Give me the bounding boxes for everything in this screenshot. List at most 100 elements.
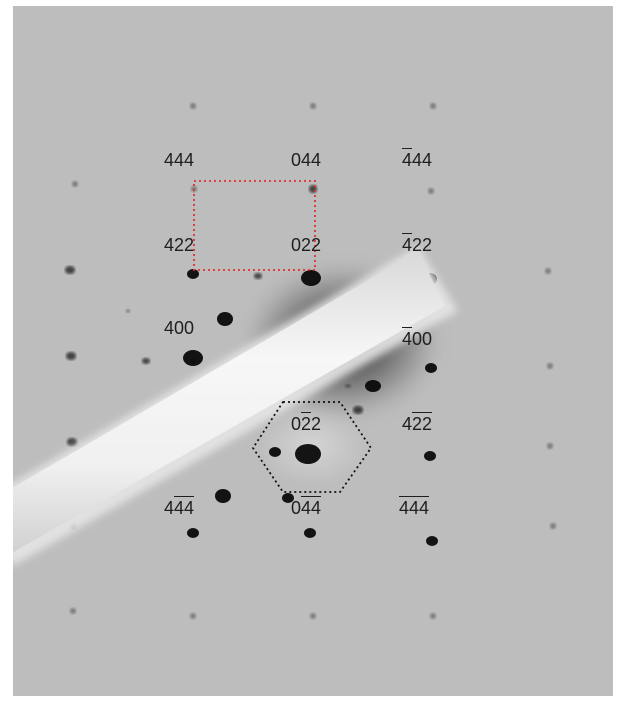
index-digits: 444: [164, 150, 194, 170]
index-digit-overbar: 4: [399, 496, 410, 518]
diffraction-spot: [217, 312, 233, 326]
index-digit: 0: [184, 318, 195, 338]
diffraction-spot: [310, 613, 316, 619]
diffraction-spot: [547, 363, 553, 369]
index-digits: 044: [291, 496, 322, 518]
index-digits: 422: [402, 233, 433, 255]
diffraction-spot: [66, 352, 76, 360]
index-digit-overbar: 2: [422, 412, 433, 434]
diffraction-spot: [547, 443, 553, 449]
diffraction-spot: [424, 451, 436, 461]
diffraction-spot: [301, 270, 321, 286]
index-digit: 4: [422, 150, 433, 170]
index-digit: 0: [174, 318, 185, 338]
diffraction-spot: [425, 363, 437, 373]
index-digit: 4: [184, 150, 195, 170]
index-digit: 2: [422, 235, 433, 255]
index-digit: 4: [164, 235, 175, 255]
index-digit-overbar: 4: [174, 496, 185, 518]
diffraction-spot: [545, 268, 551, 274]
label-4bar4bar4: 444: [164, 496, 195, 518]
diffraction-spot: [254, 273, 262, 279]
diffraction-spot: [353, 406, 363, 414]
index-digit: 0: [291, 150, 302, 170]
diffraction-pattern: 444 044 444 422 022 422 400 400 022 422 …: [13, 6, 613, 696]
diffraction-spot: [187, 269, 199, 279]
diffraction-spot: [67, 438, 77, 446]
index-digit: 2: [184, 235, 195, 255]
index-digit: 2: [311, 414, 322, 434]
diffraction-spot: [183, 350, 203, 366]
diffraction-spot: [304, 528, 316, 538]
diffraction-spot: [345, 384, 351, 388]
label-0bar4bar4: 044: [291, 496, 322, 518]
index-digit: 4: [402, 414, 413, 434]
diffraction-spot: [70, 608, 76, 614]
index-digits: 444: [399, 496, 430, 518]
diffraction-spot: [430, 613, 436, 619]
diffraction-spot: [65, 266, 75, 274]
label-bar400: 400: [402, 327, 433, 349]
diffraction-spot: [190, 103, 196, 109]
index-digit: 0: [422, 329, 433, 349]
index-digit-overbar: 4: [301, 496, 312, 518]
index-digits: 400: [402, 327, 433, 349]
diffraction-spot: [191, 359, 195, 363]
label-bar4bar4bar4: 444: [399, 496, 430, 518]
index-digits: 022: [291, 235, 321, 255]
index-digit: 0: [291, 498, 302, 518]
index-digits: 044: [291, 150, 321, 170]
index-digits: 022: [291, 412, 322, 434]
index-digit-overbar: 4: [311, 496, 322, 518]
index-digit-overbar: 4: [409, 496, 420, 518]
index-digit-overbar: 4: [402, 327, 413, 349]
index-digit-overbar: 2: [412, 412, 423, 434]
label-bar422: 422: [402, 233, 433, 255]
diffraction-spot: [190, 613, 196, 619]
index-digit: 0: [291, 414, 302, 434]
index-digit: 2: [301, 235, 312, 255]
index-digit-overbar: 4: [402, 148, 413, 170]
index-digit: 4: [412, 150, 423, 170]
index-digit-overbar: 2: [301, 412, 312, 434]
diffraction-spot: [142, 358, 150, 364]
diffraction-spot: [310, 103, 316, 109]
diffraction-spot: [126, 309, 130, 313]
diffraction-spot: [269, 447, 281, 457]
diffraction-spot: [365, 380, 381, 392]
index-digit-overbar: 4: [184, 496, 195, 518]
label-444: 444: [164, 150, 194, 170]
index-digit: 4: [164, 150, 175, 170]
diffraction-spot: [428, 188, 434, 194]
diffraction-spot: [187, 528, 199, 538]
index-digits: 422: [164, 235, 194, 255]
diffraction-spot: [72, 181, 78, 187]
index-digit: 2: [311, 235, 322, 255]
index-digit: 4: [174, 150, 185, 170]
label-022: 022: [291, 235, 321, 255]
beam-stop: [13, 246, 458, 566]
label-bar444: 444: [402, 148, 433, 170]
diffraction-spot: [426, 536, 438, 546]
diffraction-spot: [215, 489, 231, 503]
index-digit: 4: [301, 150, 312, 170]
diffraction-spot: [550, 523, 556, 529]
index-digit: 2: [174, 235, 185, 255]
index-digit: 4: [164, 498, 175, 518]
index-digit: 4: [164, 318, 175, 338]
index-digits: 444: [164, 496, 195, 518]
black-dotted-hexagon: [251, 401, 373, 493]
label-422: 422: [164, 235, 194, 255]
diffraction-spot: [282, 493, 294, 503]
index-digit: 0: [412, 329, 423, 349]
label-400: 400: [164, 318, 194, 338]
index-digit-overbar: 4: [402, 233, 413, 255]
index-digit: 2: [412, 235, 423, 255]
index-digit: 0: [291, 235, 302, 255]
diffraction-spot: [430, 103, 436, 109]
label-bar4bar2bar2: 422: [402, 412, 433, 434]
diffraction-spot: [295, 444, 321, 464]
diffraction-svg: [13, 103, 556, 619]
label-0bar22: 022: [291, 412, 322, 434]
index-digits: 444: [402, 148, 433, 170]
